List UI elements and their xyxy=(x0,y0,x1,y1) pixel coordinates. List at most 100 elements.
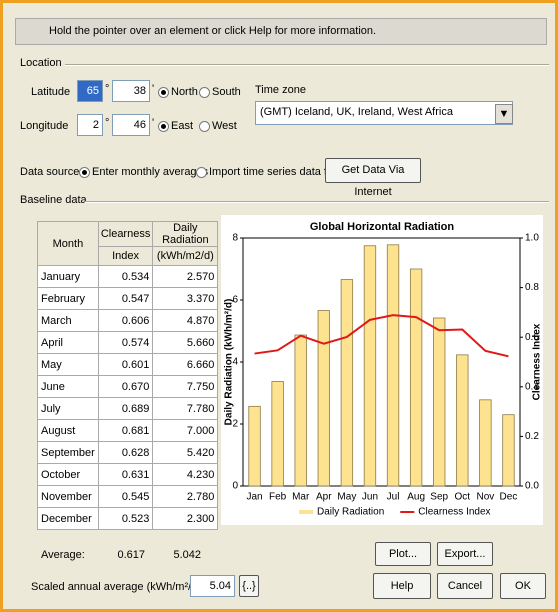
x-tick-label: Jan xyxy=(246,492,262,503)
table-cell[interactable]: 0.606 xyxy=(97,309,154,332)
table-cell: August xyxy=(37,419,99,442)
north-label: North xyxy=(171,86,198,98)
bar xyxy=(479,399,492,487)
latitude-label: Latitude xyxy=(31,86,71,98)
table-cell[interactable]: 0.631 xyxy=(97,463,154,486)
baseline-table: Month Clearness Daily Radiation Index (k… xyxy=(37,221,219,530)
dropdown-arrow[interactable]: ▼ xyxy=(495,104,513,124)
lat-deg-input[interactable]: 65 xyxy=(77,80,103,102)
table-cell[interactable]: 2.780 xyxy=(152,485,219,508)
cancel-button[interactable]: Cancel xyxy=(437,573,493,599)
bar xyxy=(386,244,400,487)
table-cell[interactable]: 4.230 xyxy=(152,463,219,486)
bar xyxy=(363,245,377,487)
radio[interactable] xyxy=(196,167,207,178)
y-tick-label: 6 xyxy=(232,295,238,306)
header: Month xyxy=(37,221,99,266)
table-cell: September xyxy=(37,441,99,464)
section-title: Location xyxy=(20,57,62,69)
table-cell[interactable]: 0.534 xyxy=(97,265,154,288)
chart: Global Horizontal Radiation 0 2 4 6 8 0.0 0.2 0… xyxy=(221,215,543,525)
line xyxy=(254,314,509,358)
x-tick-label: Apr xyxy=(316,492,332,503)
radio[interactable] xyxy=(79,167,90,178)
radio[interactable] xyxy=(158,121,169,132)
y2-tick-label: 0.6 xyxy=(525,332,539,343)
separator xyxy=(65,64,549,66)
table-cell: December xyxy=(37,507,99,530)
table-cell[interactable]: 0.545 xyxy=(97,485,154,508)
table-cell[interactable]: 0.670 xyxy=(97,375,154,398)
table-cell: March xyxy=(37,309,99,332)
timezone-select[interactable]: (GMT) Iceland, UK, Ireland, West Africa xyxy=(255,101,513,125)
table-cell[interactable]: 2.300 xyxy=(152,507,219,530)
y2-tick-label: 0.2 xyxy=(525,431,539,442)
bar xyxy=(456,354,469,487)
table-cell[interactable]: 3.370 xyxy=(152,287,219,310)
longitude-label: Longitude xyxy=(20,120,69,132)
radio[interactable] xyxy=(199,121,210,132)
y2-tick-label: 0.4 xyxy=(525,381,539,392)
monthly-label: Enter monthly averages xyxy=(92,166,209,178)
bar xyxy=(433,317,446,487)
table-cell[interactable]: 4.870 xyxy=(152,309,219,332)
separator xyxy=(85,201,549,203)
table-cell[interactable]: 5.660 xyxy=(152,331,219,354)
bar xyxy=(271,381,284,487)
min-symbol: ' xyxy=(152,83,155,95)
deg-symbol: ° xyxy=(105,83,110,95)
scaled-input[interactable]: 5.04 xyxy=(190,575,235,597)
table-cell[interactable]: 0.628 xyxy=(97,441,154,464)
table-cell[interactable]: 7.000 xyxy=(152,419,219,442)
help-button[interactable]: Help xyxy=(373,573,431,599)
lat-min-input[interactable]: 38 xyxy=(112,80,150,102)
east-label: East xyxy=(171,120,194,132)
y-tick-label: 2 xyxy=(232,419,238,430)
lon-deg-input[interactable]: 2 xyxy=(77,114,103,136)
table-cell[interactable]: 0.681 xyxy=(97,419,154,442)
min-symbol: ' xyxy=(152,117,155,129)
y-tick-label: 0 xyxy=(232,481,238,492)
plot-area xyxy=(242,237,521,487)
import-label: Import time series data file xyxy=(209,166,338,178)
table-cell[interactable]: 0.601 xyxy=(97,353,154,376)
x-tick-label: Feb xyxy=(269,492,287,503)
x-tick-label: Oct xyxy=(455,492,471,503)
lon-min-input[interactable]: 46 xyxy=(112,114,150,136)
table-cell[interactable]: 0.689 xyxy=(97,397,154,420)
ok-button[interactable]: OK xyxy=(500,573,546,599)
scaled-label: Scaled annual average (kWh/m²/d) xyxy=(31,581,201,593)
legend-label: Daily Radiation xyxy=(317,507,384,518)
internet-button[interactable]: Get Data Via Internet xyxy=(325,158,421,198)
average-radiation: 5.042 xyxy=(173,549,201,561)
table-cell[interactable]: 0.574 xyxy=(97,331,154,354)
header: Clearness xyxy=(97,221,154,247)
scaled-button[interactable]: {..} xyxy=(239,575,259,597)
y-tick-label: 4 xyxy=(232,357,238,368)
radio[interactable] xyxy=(158,87,169,98)
x-tick-label: May xyxy=(337,492,356,503)
table-cell: November xyxy=(37,485,99,508)
y2-tick-label: 1.0 xyxy=(525,233,539,244)
table-cell: April xyxy=(37,331,99,354)
table-cell[interactable]: 2.570 xyxy=(152,265,219,288)
radio[interactable] xyxy=(199,87,210,98)
table-cell[interactable]: 6.660 xyxy=(152,353,219,376)
help-bar xyxy=(15,18,547,45)
section-title: Baseline data xyxy=(20,194,87,206)
west-label: West xyxy=(212,120,237,132)
export-button[interactable]: Export... xyxy=(437,542,493,566)
table-cell[interactable]: 5.420 xyxy=(152,441,219,464)
table-cell[interactable]: 0.547 xyxy=(97,287,154,310)
y2-tick-label: 0.8 xyxy=(525,282,539,293)
header: Index xyxy=(97,246,154,266)
legend-label: Clearness Index xyxy=(418,507,490,518)
table-cell[interactable]: 0.523 xyxy=(97,507,154,530)
bar xyxy=(340,279,354,487)
plot-button[interactable]: Plot... xyxy=(375,542,431,566)
table-cell[interactable]: 7.750 xyxy=(152,375,219,398)
x-tick-label: Aug xyxy=(407,492,425,503)
table-cell[interactable]: 7.780 xyxy=(152,397,219,420)
header: Daily Radiation xyxy=(152,221,219,247)
